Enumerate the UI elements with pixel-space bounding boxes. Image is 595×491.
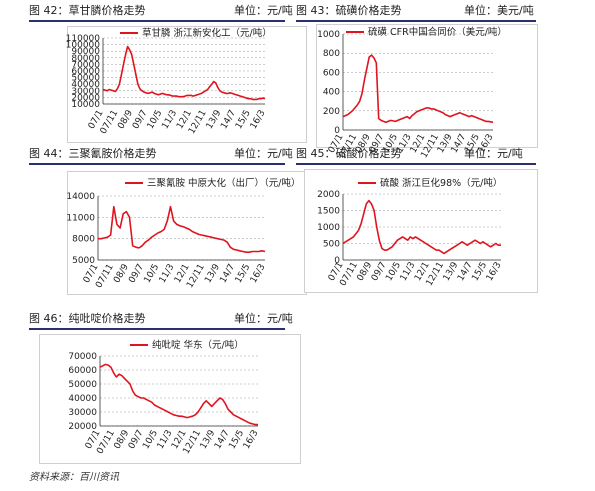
- y-tick-label: 110000: [66, 34, 101, 44]
- panel-caption: 图 44：三聚氰胺价格走势: [29, 147, 157, 160]
- y-tick-label: 30000: [68, 408, 97, 418]
- y-tick-label: 70000: [68, 352, 97, 362]
- y-tick-label: 10000: [71, 100, 100, 110]
- y-tick-label: 1500: [317, 207, 340, 217]
- y-tick-label: 60000: [71, 67, 100, 77]
- y-tick-label: 0: [334, 126, 340, 136]
- source-note: 资料来源：百川资讯: [29, 472, 119, 483]
- legend-label: 硫酸 浙江巨化98%（元/吨）: [380, 177, 502, 189]
- y-tick-label: 11000: [66, 213, 95, 223]
- caption-rule: [29, 163, 285, 165]
- panel-unit: 单位：元/吨: [234, 312, 293, 325]
- caption-rule: [296, 20, 536, 22]
- y-tick-label: 30000: [71, 87, 100, 97]
- series-line: [342, 199, 501, 255]
- y-tick-label: 8000: [72, 235, 95, 245]
- y-tick-label: 50000: [71, 74, 100, 84]
- y-tick-label: 14000: [66, 192, 95, 202]
- chart-frame: [316, 24, 538, 148]
- y-tick-label: 80000: [71, 54, 100, 64]
- caption-rule: [29, 20, 285, 22]
- legend-label: 草甘膦 浙江新安化工（元/吨）: [142, 27, 272, 39]
- panel-unit: 单位：元/吨: [234, 4, 293, 17]
- panel-caption: 图 43：硫磺价格走势: [296, 4, 402, 17]
- panel-unit: 单位：美元/吨: [464, 4, 534, 17]
- y-tick-label: 40000: [68, 394, 97, 404]
- panel-caption: 图 46：纯吡啶价格走势: [29, 312, 146, 325]
- y-tick-label: 20000: [71, 93, 100, 103]
- legend-label: 三聚氰胺 中原大化（出厂）（元/吨）: [147, 177, 300, 189]
- chart-frame: [67, 171, 307, 295]
- chart-frame: [67, 26, 307, 143]
- y-tick-label: 0: [334, 256, 340, 266]
- y-tick-label: 600: [323, 68, 340, 78]
- panel-pyridine: 图 46：纯吡啶价格走势 单位：元/吨: [29, 312, 301, 464]
- series-line: [99, 363, 258, 426]
- series-line: [342, 54, 494, 124]
- series-line: [102, 45, 266, 101]
- panel-sulfur: 图 43：硫磺价格走势 单位：美元/吨: [296, 4, 552, 148]
- y-tick-label: 500: [323, 240, 340, 250]
- x-tick-label: 16/3: [242, 429, 261, 452]
- y-tick-label: 2000: [317, 190, 340, 200]
- legend-label: 硫磺 CFR中国合同价（美元/吨）: [368, 26, 507, 38]
- panel-glyphosate: 图 42：草甘膦价格走势 单位：元/吨: [29, 4, 307, 144]
- y-tick-label: 50000: [68, 380, 97, 390]
- y-tick-label: 100000: [66, 41, 101, 51]
- y-tick-label: 1000: [317, 223, 340, 233]
- y-tick-label: 800: [323, 49, 340, 59]
- y-tick-label: 40000: [71, 80, 100, 90]
- chart-frame: [39, 334, 301, 464]
- legend-label: 纯吡啶 华东（元/吨）: [152, 339, 244, 351]
- panel-unit: 单位：元/吨: [234, 147, 293, 160]
- y-tick-label: 20000: [68, 422, 97, 432]
- panel-caption: 图 42：草甘膦价格走势: [29, 4, 146, 17]
- panel-caption: 图 45：硫酸价格走势: [296, 147, 402, 160]
- panel-melamine: 图 44：三聚氰胺价格走势 单位：元/吨: [29, 147, 307, 297]
- y-tick-label: 200: [323, 107, 340, 117]
- y-tick-label: 5000: [72, 256, 95, 266]
- y-tick-label: 60000: [68, 366, 97, 376]
- y-tick-label: 400: [323, 88, 340, 98]
- y-tick-label: 1000: [317, 30, 340, 40]
- panel-unit: 单位：元/吨: [464, 147, 523, 160]
- y-tick-label: 90000: [71, 47, 100, 57]
- caption-rule: [29, 328, 285, 330]
- y-tick-label: 70000: [71, 60, 100, 70]
- series-line: [98, 205, 266, 253]
- caption-rule: [296, 163, 536, 165]
